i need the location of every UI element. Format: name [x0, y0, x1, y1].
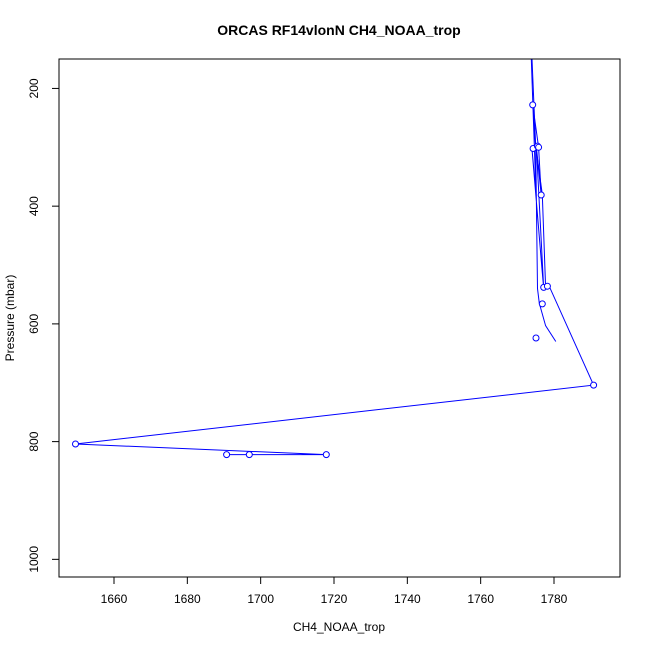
y-tick-label: 200 [27, 78, 41, 98]
data-point [538, 300, 546, 308]
marker-layer [72, 101, 598, 459]
y-tick-label: 800 [27, 431, 41, 451]
data-point [72, 440, 79, 448]
x-tick-label: 1680 [174, 592, 201, 606]
data-point [537, 191, 545, 199]
data-point [529, 101, 537, 109]
series-layer [75, 59, 595, 456]
data-point [223, 451, 231, 459]
data-point [245, 451, 253, 459]
data-point [590, 381, 598, 389]
x-tick-label: 1700 [247, 592, 274, 606]
x-tick-label: 1760 [467, 592, 494, 606]
x-tick-label: 1660 [101, 592, 128, 606]
data-point [532, 334, 540, 342]
y-axis: 200 400 600 800 1000 [27, 78, 59, 573]
x-tick-label: 1740 [394, 592, 421, 606]
y-tick-label: 600 [27, 314, 41, 334]
x-axis: 1660 1680 1700 1720 1740 1760 1780 [101, 577, 568, 606]
data-point [543, 282, 551, 290]
x-tick-label: 1780 [541, 592, 568, 606]
series-line-2 [75, 59, 595, 456]
y-axis-label: Pressure (mbar) [3, 275, 17, 362]
y-tick-label: 1000 [27, 546, 41, 573]
data-point [535, 143, 543, 151]
series-line-1 [530, 59, 557, 342]
chart-title: ORCAS RF14vlonN CH4_NOAA_trop [217, 22, 460, 38]
y-tick-label: 400 [27, 196, 41, 216]
x-tick-label: 1720 [321, 592, 348, 606]
plot-border [58, 58, 621, 578]
data-point [322, 451, 330, 459]
x-axis-label: CH4_NOAA_trop [293, 620, 385, 634]
